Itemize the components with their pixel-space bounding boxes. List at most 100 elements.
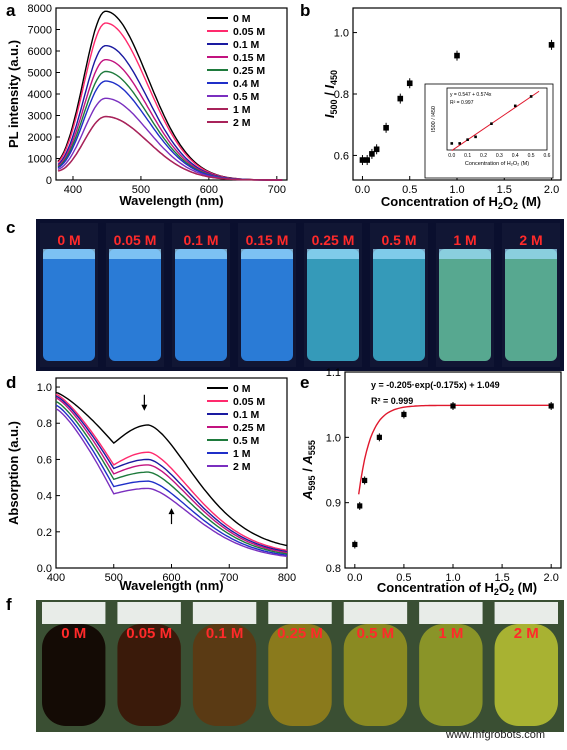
legend-label: 0.5 M — [233, 91, 260, 103]
inset-data-point — [529, 95, 533, 98]
vial-solution — [268, 624, 332, 726]
series-line — [55, 393, 288, 552]
y-tick-label: 0 — [46, 175, 52, 187]
data-point — [406, 80, 413, 87]
x-axis-label: Wavelength (nm) — [119, 578, 223, 593]
y-tick-label: 0.2 — [37, 527, 52, 539]
chart-d-absorption-spectra: 400 500 600 700 800 0.0 0.2 0.4 0.6 0.8 1.0 Wavelen… — [6, 377, 296, 593]
y-tick-label: 0.6 — [37, 454, 52, 466]
vial-solution — [241, 249, 293, 361]
vial-solution — [43, 249, 95, 361]
vial-meniscus — [241, 249, 293, 259]
legend-label: 0.25 M — [233, 422, 265, 434]
vial-label: 0 M — [61, 625, 86, 642]
x-tick-label: 2.0 — [544, 184, 559, 196]
vial-meniscus — [175, 249, 227, 259]
vial-cap — [268, 602, 332, 624]
legend-label: 0 M — [233, 383, 251, 395]
data-point — [369, 151, 375, 157]
data-point — [359, 157, 366, 163]
x-tick-label: 400 — [47, 572, 65, 584]
vial-label: 0.5 M — [381, 232, 416, 248]
data-point — [362, 477, 368, 484]
vial-cap — [42, 602, 106, 624]
data-point — [397, 95, 404, 102]
vial-label: 0.05 M — [126, 625, 172, 642]
panel-letter-e: e — [300, 373, 309, 392]
x-tick-label: 600 — [162, 572, 180, 584]
vial-label: 0 M — [57, 232, 80, 248]
inset-r2: R² = 0.997 — [450, 100, 474, 106]
series-line — [55, 395, 288, 553]
vial-label: 1 M — [438, 625, 463, 642]
y-tick-label: 4000 — [28, 89, 52, 101]
x-tick-label: 800 — [278, 572, 296, 584]
inset-data-point — [450, 142, 454, 145]
chart-a-pl-spectra: 400 500 600 7000100020003000400050006000700… — [6, 3, 288, 208]
fit-r2: R² = 0.999 — [371, 396, 413, 406]
y-axis-label: Absorption (a.u.) — [6, 421, 21, 525]
x-tick-label: 1.0 — [449, 184, 464, 196]
legend-label: 0 M — [233, 13, 251, 25]
vial-label: 2 M — [519, 232, 542, 248]
legend-label: 0.5 M — [233, 435, 260, 447]
vial-solution — [192, 624, 257, 726]
y-tick-label: 0.4 — [37, 491, 52, 503]
data-point — [450, 403, 456, 409]
inset-x-tick-label: 0.0 — [448, 153, 455, 159]
vial-solution — [494, 624, 558, 726]
vial-label: 0.1 M — [206, 625, 244, 642]
x-tick-label: 700 — [268, 184, 286, 196]
y-axis-label: I500 / I450 — [322, 70, 339, 118]
panel-letter-a: a — [6, 1, 16, 20]
vial-label: 1 M — [453, 232, 476, 248]
x-tick-label: 0.0 — [355, 184, 370, 196]
x-axis-label: Concentration of H2O2 (M) — [381, 194, 541, 211]
vial-meniscus — [439, 249, 491, 259]
vial-solution — [419, 624, 483, 726]
fit-equation: y = -0.205·exp(-0.175x) + 1.049 — [371, 380, 500, 390]
vial-solution — [439, 249, 491, 361]
vial-label: 0.05 M — [114, 232, 157, 248]
x-axis-label: Concentration of H2O2 (M) — [377, 580, 537, 597]
x-tick-label: 500 — [132, 184, 150, 196]
inset-equation: y = 0.547 + 0.574x — [450, 92, 492, 98]
x-tick-label: 1.5 — [497, 184, 512, 196]
vial-label: 0.1 M — [183, 232, 218, 248]
y-tick-label: 0.8 — [334, 89, 349, 101]
inset-x-tick-label: 0.2 — [480, 153, 487, 159]
data-point — [352, 541, 358, 548]
legend-label: 2 M — [233, 461, 251, 473]
inset-x-tick-label: 0.5 — [528, 153, 535, 159]
panel-letter-b: b — [300, 1, 310, 20]
data-point — [548, 42, 555, 48]
vial-solution — [117, 624, 181, 726]
vial-meniscus — [43, 249, 95, 259]
inset-y-axis-label: I500 / I450 — [431, 106, 437, 132]
legend-label: 0.1 M — [233, 39, 260, 51]
arrow-down-head — [141, 404, 148, 411]
vial-solution — [175, 249, 227, 361]
x-tick-label: 0.5 — [402, 184, 417, 196]
data-point — [454, 52, 460, 59]
inset-data-point — [490, 122, 493, 125]
vial-cap — [192, 602, 257, 624]
vial-cap — [419, 602, 483, 624]
y-tick-label: 2000 — [28, 132, 52, 144]
vial-meniscus — [505, 249, 557, 259]
legend-label: 0.1 M — [233, 409, 260, 421]
series-line — [55, 408, 288, 558]
panel-letter-f: f — [6, 595, 12, 614]
y-tick-label: 8000 — [28, 3, 52, 15]
vial-label: 2 M — [514, 625, 539, 642]
inset-x-tick-label: 0.4 — [512, 153, 519, 159]
legend-label: 1 M — [233, 104, 251, 116]
vial-label: 0.5 M — [357, 625, 395, 642]
series-line — [57, 115, 283, 181]
legend-label: 1 M — [233, 448, 251, 460]
inset-data-point — [458, 142, 461, 145]
legend-label: 0.4 M — [233, 78, 260, 90]
x-tick-label: 2.0 — [544, 572, 559, 584]
vial-label: 0.25 M — [277, 625, 323, 642]
arrow-up-head — [168, 508, 175, 515]
